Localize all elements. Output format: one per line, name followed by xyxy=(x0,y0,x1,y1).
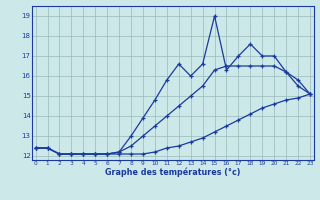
X-axis label: Graphe des températures (°c): Graphe des températures (°c) xyxy=(105,168,241,177)
